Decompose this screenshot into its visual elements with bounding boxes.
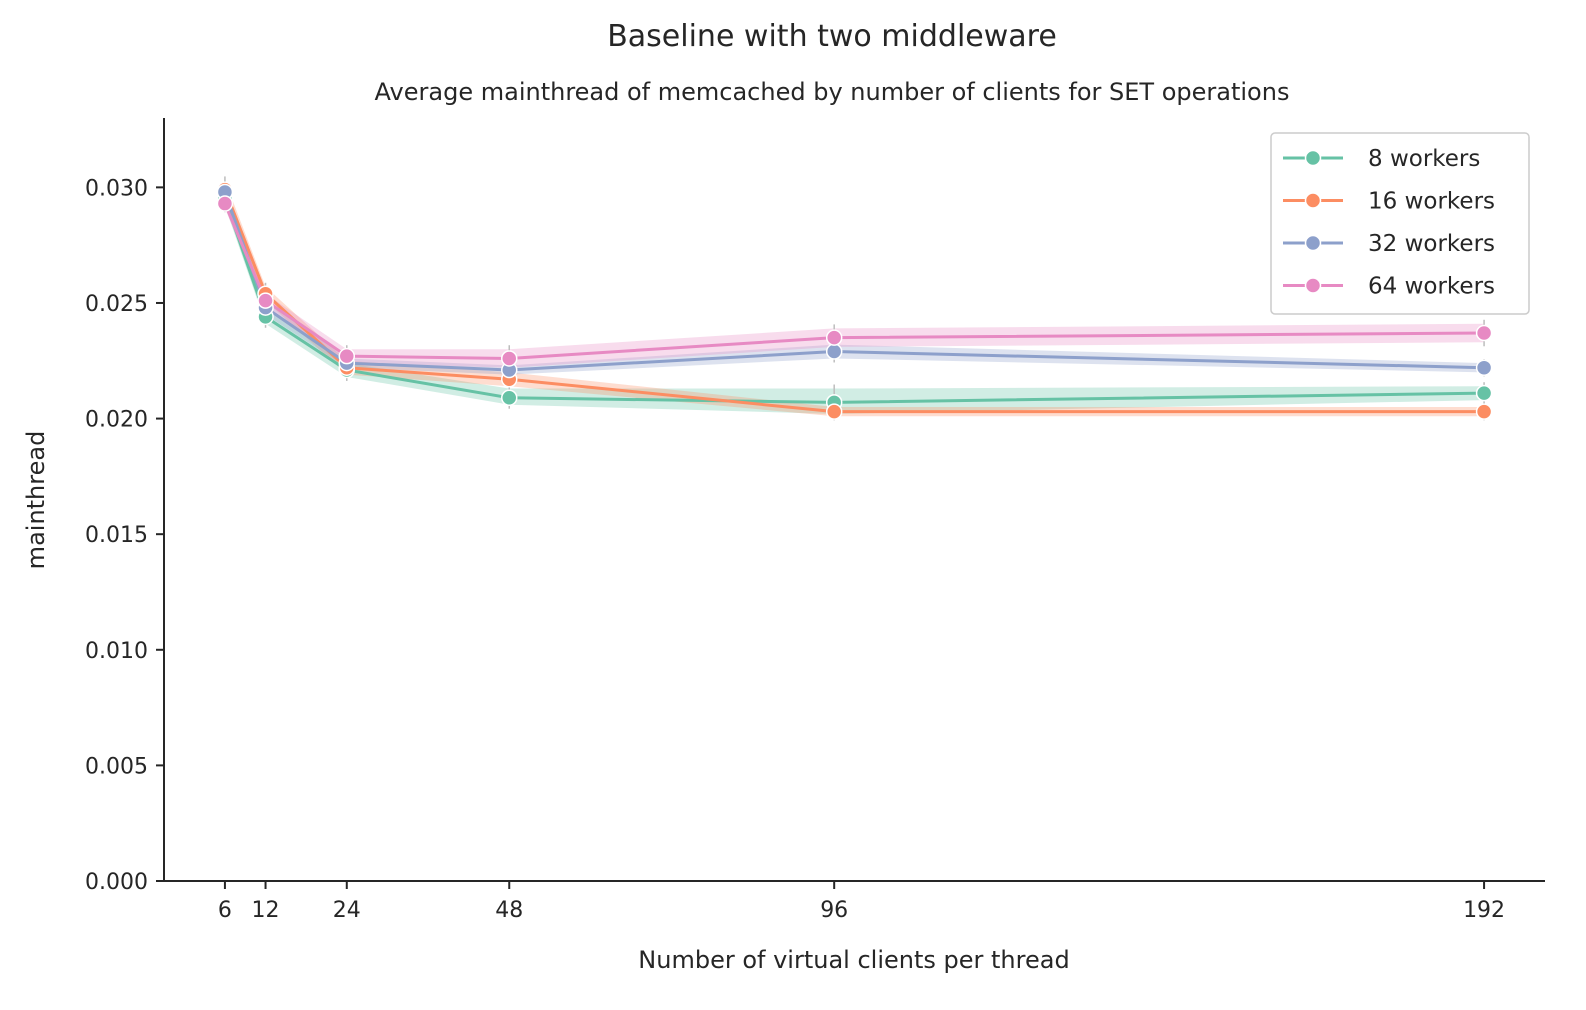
y-ticks: 0.000 0.005 0.010 0.015 0.020 0.025 0.030 xyxy=(85,176,164,895)
point-8-workers-192 xyxy=(1475,384,1493,402)
y-tick-label-2: 0.010 xyxy=(85,639,148,664)
y-tick-label-1: 0.005 xyxy=(85,754,148,779)
legend-item-16-workers: 16 workers xyxy=(1283,189,1495,215)
point-16-workers-192 xyxy=(1475,403,1493,420)
point-8-workers-48 xyxy=(501,389,518,407)
legend-item-8-workers: 8 workers xyxy=(1283,146,1480,172)
x-tick-label-6: 6 xyxy=(218,898,232,923)
legend-marker-8-workers xyxy=(1304,149,1322,167)
point-32-workers-192 xyxy=(1475,359,1493,376)
legend-marker-32-workers xyxy=(1304,234,1322,252)
legend-item-32-workers: 32 workers xyxy=(1283,231,1495,257)
point-64-workers-12 xyxy=(257,292,274,309)
chart-subtitle: Average mainthread of memcached by numbe… xyxy=(375,78,1290,106)
legend-marker-64-workers xyxy=(1304,277,1322,294)
point-64-workers-24 xyxy=(338,347,356,365)
chart-title: Baseline with two middleware xyxy=(607,19,1057,54)
y-tick-label-5: 0.025 xyxy=(85,292,148,317)
legend-marker-16-workers xyxy=(1304,192,1322,209)
point-32-workers-96 xyxy=(825,343,843,360)
point-64-workers-192 xyxy=(1475,324,1493,342)
legend-label-8-workers: 8 workers xyxy=(1368,146,1480,172)
legend-item-64-workers: 64 workers xyxy=(1283,274,1495,300)
point-64-workers-48 xyxy=(501,350,518,367)
axes xyxy=(163,118,1545,882)
x-tick-label-24: 24 xyxy=(333,898,361,923)
y-tick-label-4: 0.020 xyxy=(85,408,148,433)
x-ticks: 6 12 24 48 96 192 xyxy=(218,881,1505,923)
point-64-workers-96 xyxy=(825,329,843,346)
ci-band-8-workers xyxy=(224,191,1485,414)
point-64-workers-6 xyxy=(216,195,234,212)
series-line-64-workers xyxy=(223,202,1486,360)
series-line-16-workers xyxy=(223,188,1486,414)
x-tick-label-192: 192 xyxy=(1463,898,1505,923)
y-tick-label-0: 0.000 xyxy=(85,870,148,895)
x-tick-label-96: 96 xyxy=(820,898,848,923)
legend-box xyxy=(1270,132,1530,315)
legend-label-32-workers: 32 workers xyxy=(1368,231,1495,257)
x-tick-label-12: 12 xyxy=(252,898,280,923)
legend-label-64-workers: 64 workers xyxy=(1368,274,1495,300)
y-tick-label-6: 0.030 xyxy=(85,176,148,201)
legend: 8 workers 16 workers 32 workers 64 workers xyxy=(1270,132,1530,315)
x-tick-label-48: 48 xyxy=(495,898,523,923)
y-axis-label: mainthread xyxy=(22,431,50,570)
legend-label-16-workers: 16 workers xyxy=(1368,189,1495,215)
series-points xyxy=(216,176,1493,421)
point-16-workers-96 xyxy=(825,403,843,420)
x-axis-label: Number of virtual clients per thread xyxy=(638,946,1069,974)
y-tick-label-3: 0.015 xyxy=(85,523,148,548)
